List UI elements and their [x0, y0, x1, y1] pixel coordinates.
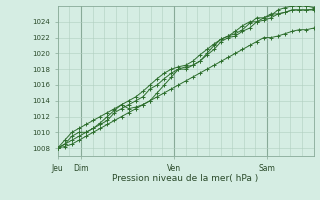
X-axis label: Pression niveau de la mer( hPa ): Pression niveau de la mer( hPa ): [112, 174, 259, 183]
